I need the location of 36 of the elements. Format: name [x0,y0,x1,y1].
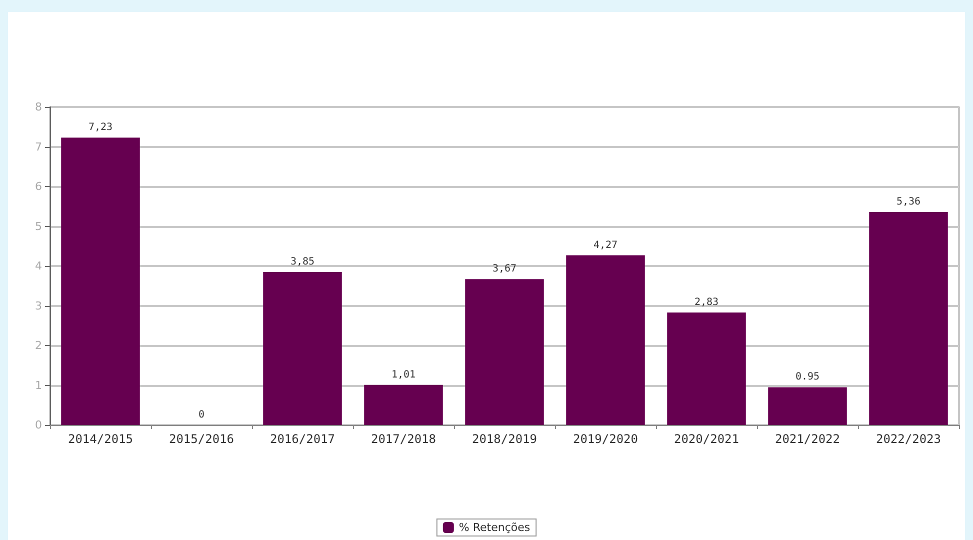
y-tick-label: 2 [35,339,42,352]
x-tick-label: 2015/2016 [168,432,234,446]
data-label: 0 [198,410,205,420]
x-tick-label: 2016/2017 [270,432,336,446]
y-tick-label: 7 [35,140,42,154]
y-tick-label: 0 [35,418,42,432]
data-label: 3,67 [492,264,517,275]
bar [263,272,342,425]
x-tick-label: 2019/2020 [572,432,638,446]
bar [768,387,847,425]
data-label: 3,85 [290,256,315,268]
x-tick-label: 2014/2015 [68,432,134,446]
x-tick-label: 2018/2019 [472,432,538,446]
y-tick-label: 8 [35,100,42,114]
bar [61,138,140,425]
data-label: 5,36 [896,196,921,208]
bar [869,212,948,425]
data-label: 1,01 [391,369,416,380]
x-tick-label: 2021/2022 [774,432,840,446]
data-label: 4,27 [593,240,618,251]
legend-label: % Retenções [458,521,530,534]
x-tick-label: 2020/2021 [674,432,740,446]
data-label: 2,83 [694,297,719,308]
bar [667,312,746,425]
bar [364,384,443,425]
y-tick-label: 1 [35,378,42,392]
data-label: 0.95 [795,372,820,383]
x-tick-label: 2022/2023 [876,432,942,446]
x-tick-label: 2017/2018 [370,432,436,446]
y-tick-label: 6 [35,180,42,193]
y-tick-label: 3 [35,299,42,312]
y-tick-label: 5 [35,220,42,233]
bar [566,255,645,425]
y-tick-label: 4 [35,260,42,272]
data-label: 7,23 [88,122,113,134]
bar [465,279,544,425]
